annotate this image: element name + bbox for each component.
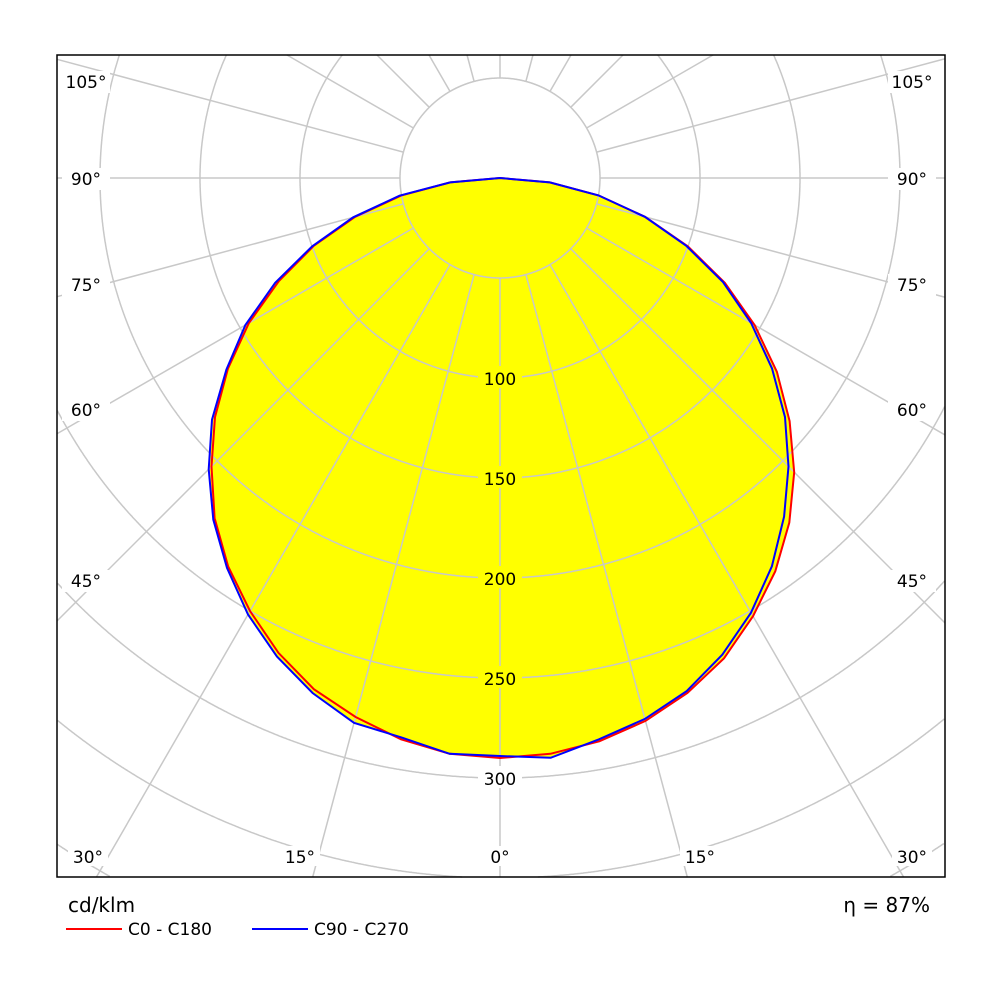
radial-tick-label: 100 <box>484 370 516 390</box>
grid-spoke <box>311 274 475 878</box>
angle-label-left: 105° <box>66 73 107 93</box>
radial-tick-label: 150 <box>484 470 516 490</box>
angle-label-bg <box>892 846 932 866</box>
angle-label-bg <box>888 399 936 421</box>
angle-label-bg <box>888 274 936 296</box>
grid-spoke <box>570 248 946 624</box>
series-line-1 <box>210 176 796 760</box>
grid-spoke <box>466 54 475 82</box>
angle-label-bg <box>888 168 936 190</box>
grid-spoke <box>56 227 414 435</box>
angle-label-right: 60° <box>897 401 927 421</box>
grid-circle <box>57 582 500 779</box>
grid-spoke <box>570 54 624 108</box>
grid-circle <box>500 580 946 779</box>
grid-circle <box>500 54 701 379</box>
angle-label-bg <box>280 846 320 866</box>
grid-circle <box>500 54 801 479</box>
grid-circle <box>199 54 500 479</box>
angle-label-bg <box>62 274 110 296</box>
angle-label-bg <box>62 570 110 592</box>
plot-frame <box>56 54 946 878</box>
grid-spoke <box>525 274 689 878</box>
angle-label-left: 45° <box>71 572 101 592</box>
angle-label-bottom: 0° <box>490 848 509 868</box>
tick-label-bg <box>478 766 522 788</box>
grid-circle <box>537 718 945 878</box>
grid-spoke <box>428 54 451 92</box>
grid-spoke <box>286 54 414 129</box>
legend-label-1: C0 - C180 <box>128 920 212 940</box>
angle-label-bg <box>680 846 720 866</box>
series-line-2 <box>207 176 790 759</box>
grid-spoke <box>586 227 946 436</box>
grid-spoke <box>56 248 430 622</box>
angle-label-bg <box>68 846 108 866</box>
radial-tick-label: 300 <box>484 770 516 790</box>
grid-circle <box>500 406 946 679</box>
angle-label-bottom: 30° <box>897 848 927 868</box>
grid-spoke <box>376 54 430 108</box>
grid-spoke <box>549 264 905 878</box>
grid-spoke <box>525 54 534 82</box>
angle-label-bottom: 15° <box>285 848 315 868</box>
grid-circle <box>56 410 500 679</box>
angle-label-bg <box>62 399 110 421</box>
grid-spoke <box>95 264 451 878</box>
grid-spoke <box>56 203 404 298</box>
angle-label-right: 75° <box>897 276 927 296</box>
angle-label-bg <box>888 71 936 93</box>
grid-spoke <box>596 203 946 298</box>
grid-spoke <box>549 54 572 92</box>
angle-label-bg <box>888 570 936 592</box>
unit-label: cd/klm <box>68 893 135 917</box>
angle-label-bg <box>480 846 520 866</box>
tick-label-bg <box>478 666 522 688</box>
grid-spoke <box>586 54 714 129</box>
angle-label-left: 90° <box>71 170 101 190</box>
tick-label-bg <box>478 466 522 488</box>
angle-label-left: 60° <box>71 401 101 421</box>
angle-label-bg <box>62 168 110 190</box>
angle-label-left: 75° <box>71 276 101 296</box>
radial-tick-label: 250 <box>484 670 516 690</box>
tick-label-bg <box>478 366 522 388</box>
angle-label-right: 105° <box>892 73 933 93</box>
grid-spoke <box>56 58 404 153</box>
angle-label-bg <box>62 71 110 93</box>
legend-label-2: C90 - C270 <box>314 920 409 940</box>
radial-tick-label: 200 <box>484 570 516 590</box>
grid-spoke <box>596 58 946 153</box>
angle-label-right: 45° <box>897 572 927 592</box>
grid-circle <box>57 719 463 878</box>
angle-label-bottom: 30° <box>73 848 103 868</box>
grid-circle <box>299 54 500 379</box>
angle-label-bottom: 15° <box>685 848 715 868</box>
angle-label-right: 90° <box>897 170 927 190</box>
efficiency-label: η = 87% <box>843 893 930 917</box>
tick-label-bg <box>478 566 522 588</box>
